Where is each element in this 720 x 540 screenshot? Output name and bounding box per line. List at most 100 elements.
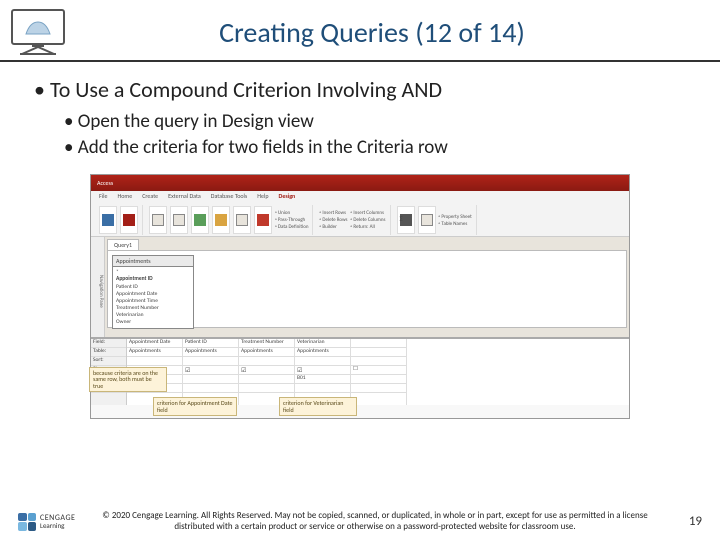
- delete-button[interactable]: [254, 206, 272, 234]
- tab-design[interactable]: Design: [277, 192, 298, 203]
- embedded-screenshot: Access File Home Create External Data Da…: [90, 174, 630, 419]
- c1-sort[interactable]: [127, 357, 182, 366]
- logo-mark-icon: [18, 513, 36, 531]
- c4-sort[interactable]: [295, 357, 350, 366]
- grid-col-3[interactable]: Treatment Number Appointments: [239, 339, 295, 405]
- crosstab-button[interactable]: [233, 206, 251, 234]
- totals-button[interactable]: Σ: [397, 206, 415, 234]
- field-2[interactable]: Patient ID: [116, 284, 190, 291]
- sub-bullet-1: • Open the query in Design view: [28, 109, 692, 135]
- grid-col-4[interactable]: Veterinarian Appointments B01: [295, 339, 351, 405]
- field-5[interactable]: Treatment Number: [116, 305, 190, 312]
- field-1[interactable]: Appointment ID: [116, 276, 190, 283]
- grid-col-2[interactable]: Patient ID Appointments: [183, 339, 239, 405]
- c5-field[interactable]: [351, 339, 406, 348]
- ribbon-tabs: File Home Create External Data Database …: [91, 191, 629, 203]
- design-body: Navigation Pane Query1 Appointments * Ap…: [91, 237, 629, 337]
- copyright-text: © 2020 Cengage Learning. All Rights Rese…: [78, 511, 672, 532]
- c4-field[interactable]: Veterinarian: [295, 339, 350, 348]
- maketable-button[interactable]: [170, 206, 188, 234]
- c5-criteria[interactable]: [351, 375, 406, 384]
- slide-header: Creating Queries (12 of 14): [0, 0, 720, 62]
- cols-stack: Insert Columns Delete Columns Return: Al…: [351, 210, 386, 230]
- c3-sort[interactable]: [239, 357, 294, 366]
- query-tab[interactable]: Query1: [107, 239, 139, 250]
- main-bullet: • To Use a Compound Criterion Involving …: [28, 76, 692, 103]
- callout-apptdate: criterion for Appointment Date field: [153, 397, 237, 416]
- tab-help[interactable]: Help: [255, 192, 270, 203]
- field-4[interactable]: Appointment Time: [116, 298, 190, 305]
- return-all[interactable]: Return: All: [351, 224, 386, 230]
- tab-database-tools[interactable]: Database Tools: [209, 192, 249, 203]
- datadef-item[interactable]: Data Definition: [275, 224, 308, 230]
- c4-table[interactable]: Appointments: [295, 348, 350, 357]
- querytype-small: Union Pass-Through Data Definition: [275, 210, 308, 230]
- c3-show[interactable]: [239, 366, 294, 375]
- c5-table[interactable]: [351, 348, 406, 357]
- c4-criteria[interactable]: B01: [295, 375, 350, 384]
- grid-columns: Appointment Date Appointments >6/30/2021…: [127, 339, 629, 405]
- app-titlebar: Access: [91, 175, 629, 191]
- field-3[interactable]: Appointment Date: [116, 291, 190, 298]
- grid-col-5[interactable]: ☐: [351, 339, 407, 405]
- app-title: Access: [97, 179, 113, 187]
- c1-table[interactable]: Appointments: [127, 348, 182, 357]
- c2-or[interactable]: [183, 384, 238, 393]
- c3-table[interactable]: Appointments: [239, 348, 294, 357]
- c4-show[interactable]: [295, 366, 350, 375]
- page-number: 19: [672, 514, 702, 529]
- delete-rows[interactable]: Delete Rows: [319, 217, 347, 223]
- rows-stack: Insert Rows Delete Rows Builder: [319, 210, 347, 230]
- view-button[interactable]: [99, 206, 117, 234]
- main-bullet-text: To Use a Compound Criterion Involving AN…: [50, 76, 442, 103]
- field-7[interactable]: Owner: [116, 319, 190, 326]
- ribbon-body: Union Pass-Through Data Definition Inser…: [91, 203, 629, 237]
- navigation-pane[interactable]: Navigation Pane: [91, 237, 105, 337]
- field-star[interactable]: *: [116, 269, 190, 276]
- c5-show[interactable]: ☐: [351, 366, 406, 375]
- insert-rows[interactable]: Insert Rows: [319, 210, 347, 216]
- tab-home[interactable]: Home: [116, 192, 135, 203]
- passthrough-item[interactable]: Pass-Through: [275, 217, 308, 223]
- design-area: Appointments * Appointment ID Patient ID…: [107, 250, 627, 328]
- sub-bullet-2-text: Add the criteria for two fields in the C…: [78, 136, 448, 159]
- update-button[interactable]: [212, 206, 230, 234]
- c4-or[interactable]: [295, 384, 350, 393]
- table-box[interactable]: Appointments * Appointment ID Patient ID…: [112, 255, 194, 329]
- table-box-header: Appointments: [113, 256, 193, 267]
- projector-icon: [8, 8, 68, 56]
- select-button[interactable]: [149, 206, 167, 234]
- tab-create[interactable]: Create: [140, 192, 160, 203]
- table-names[interactable]: Table Names: [439, 221, 472, 227]
- c5-sort[interactable]: [351, 357, 406, 366]
- builder[interactable]: Builder: [319, 224, 347, 230]
- run-button[interactable]: [120, 206, 138, 234]
- slide-content: • To Use a Compound Criterion Involving …: [0, 72, 720, 419]
- c5-or[interactable]: [351, 384, 406, 393]
- showhide-small: Property Sheet Table Names: [439, 214, 472, 227]
- tab-external-data[interactable]: External Data: [166, 192, 203, 203]
- label-field: Field:: [91, 339, 126, 348]
- tab-file[interactable]: File: [97, 192, 110, 203]
- insert-cols[interactable]: Insert Columns: [351, 210, 386, 216]
- callout-vet: criterion for Veterinarian field: [279, 397, 357, 416]
- delete-cols[interactable]: Delete Columns: [351, 217, 386, 223]
- c3-field[interactable]: Treatment Number: [239, 339, 294, 348]
- c1-field[interactable]: Appointment Date: [127, 339, 182, 348]
- ribbon-group-showhide: Σ Property Sheet Table Names: [393, 205, 477, 235]
- field-6[interactable]: Veterinarian: [116, 312, 190, 319]
- c2-criteria[interactable]: [183, 375, 238, 384]
- property-sheet[interactable]: Property Sheet: [439, 214, 472, 220]
- c2-sort[interactable]: [183, 357, 238, 366]
- c3-criteria[interactable]: [239, 375, 294, 384]
- callout-both-true: because criteria are on the same row, bo…: [89, 367, 167, 393]
- c2-field[interactable]: Patient ID: [183, 339, 238, 348]
- append-button[interactable]: [191, 206, 209, 234]
- c2-table[interactable]: Appointments: [183, 348, 238, 357]
- c2-show[interactable]: [183, 366, 238, 375]
- union-item[interactable]: Union: [275, 210, 308, 216]
- ribbon: File Home Create External Data Database …: [91, 191, 629, 237]
- params-button[interactable]: [418, 206, 436, 234]
- slide-footer: CENGAGELearning © 2020 Cengage Learning.…: [0, 511, 720, 532]
- c3-or[interactable]: [239, 384, 294, 393]
